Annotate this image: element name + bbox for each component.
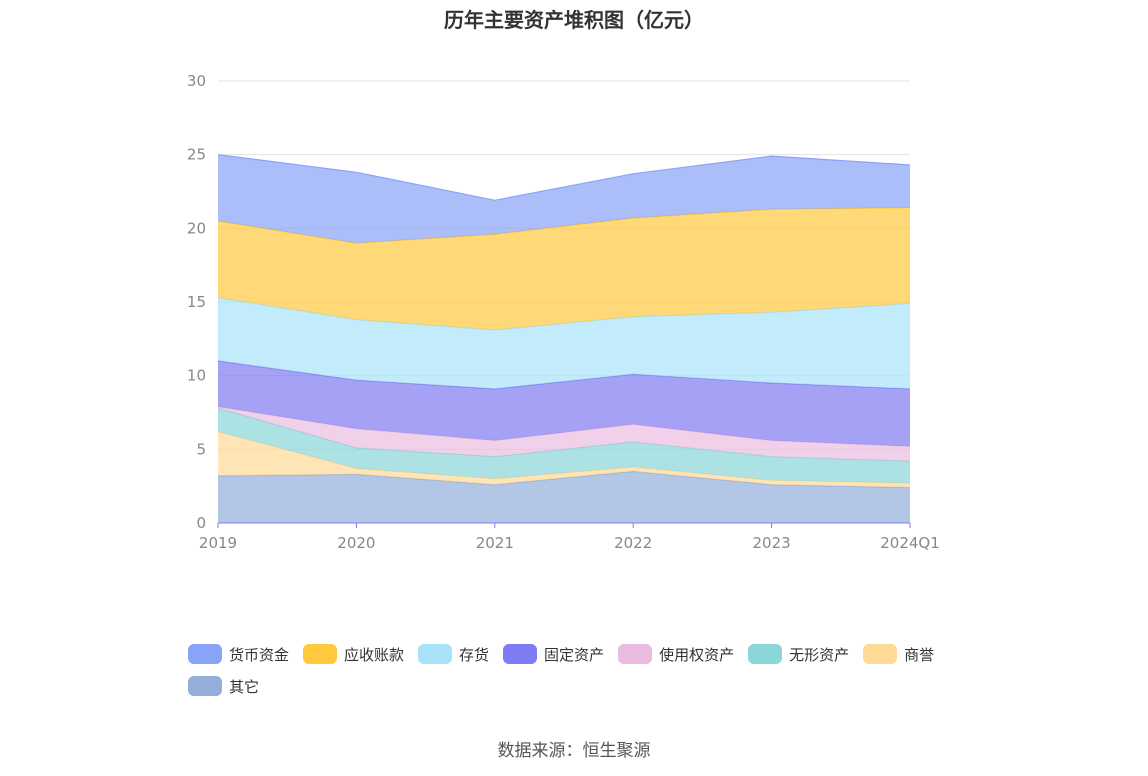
legend-item[interactable]: 应收账款 <box>303 638 404 670</box>
legend-swatch <box>418 644 453 664</box>
area-series-7 <box>218 154 910 244</box>
legend-swatch <box>188 676 222 696</box>
legend-item[interactable]: 无形资产 <box>748 638 849 670</box>
legend-swatch <box>618 644 653 664</box>
legend-swatch <box>503 644 538 664</box>
x-tick-label: 2024Q1 <box>880 534 940 552</box>
legend-item[interactable]: 商誉 <box>863 638 934 670</box>
legend-label: 无形资产 <box>789 645 850 664</box>
area-series-6 <box>218 207 910 330</box>
legend-swatch <box>748 644 783 664</box>
legend-item[interactable]: 存货 <box>418 638 489 670</box>
area-series-2 <box>218 408 910 484</box>
legend-item[interactable]: 其它 <box>188 670 259 702</box>
x-tick-label: 2023 <box>753 534 791 552</box>
x-tick-label: 2021 <box>476 534 514 552</box>
legend-swatch <box>188 644 222 664</box>
legend-item[interactable]: 固定资产 <box>503 638 604 670</box>
y-tick-label: 10 <box>187 367 206 385</box>
legend-label: 存货 <box>459 645 490 664</box>
area-series-5 <box>218 297 910 389</box>
y-tick-label: 5 <box>196 440 206 458</box>
data-source-note: 数据来源：恒生聚源 <box>497 741 651 761</box>
legend-label: 应收账款 <box>344 645 405 664</box>
y-tick-label: 0 <box>196 514 206 532</box>
legend-swatch <box>303 644 338 664</box>
legend-swatch <box>863 644 898 664</box>
legend-item[interactable]: 货币资金 <box>188 638 289 670</box>
x-tick-label: 2019 <box>199 534 237 552</box>
y-tick-label: 25 <box>187 146 206 164</box>
y-tick-label: 30 <box>187 72 206 90</box>
legend-label: 其它 <box>229 677 260 696</box>
chart-title: 历年主要资产堆积图（亿元） <box>444 8 704 32</box>
x-tick-label: 2022 <box>614 534 652 552</box>
legend-label: 固定资产 <box>544 645 605 664</box>
area-line-7 <box>217 154 911 201</box>
area-series-0 <box>218 471 910 523</box>
area-series-3 <box>218 406 910 462</box>
legend-item[interactable]: 使用权资产 <box>618 638 734 670</box>
legend-label: 商誉 <box>904 645 935 664</box>
legend-label: 货币资金 <box>229 645 290 664</box>
legend-label: 使用权资产 <box>659 645 735 664</box>
chart-legend: 货币资金 应收账款 存货 固定资产 使用权资产 无形资产 商誉其它 <box>188 638 988 702</box>
area-series-1 <box>218 431 910 488</box>
area-series-4 <box>218 360 910 447</box>
x-tick-label: 2020 <box>337 534 375 552</box>
stacked-area-chart: 0 5 10 15 20 25 30 2019 2020 2021 2022 2023 2024Q1 <box>187 72 940 552</box>
y-tick-label: 15 <box>187 293 206 311</box>
y-tick-label: 20 <box>187 219 206 237</box>
